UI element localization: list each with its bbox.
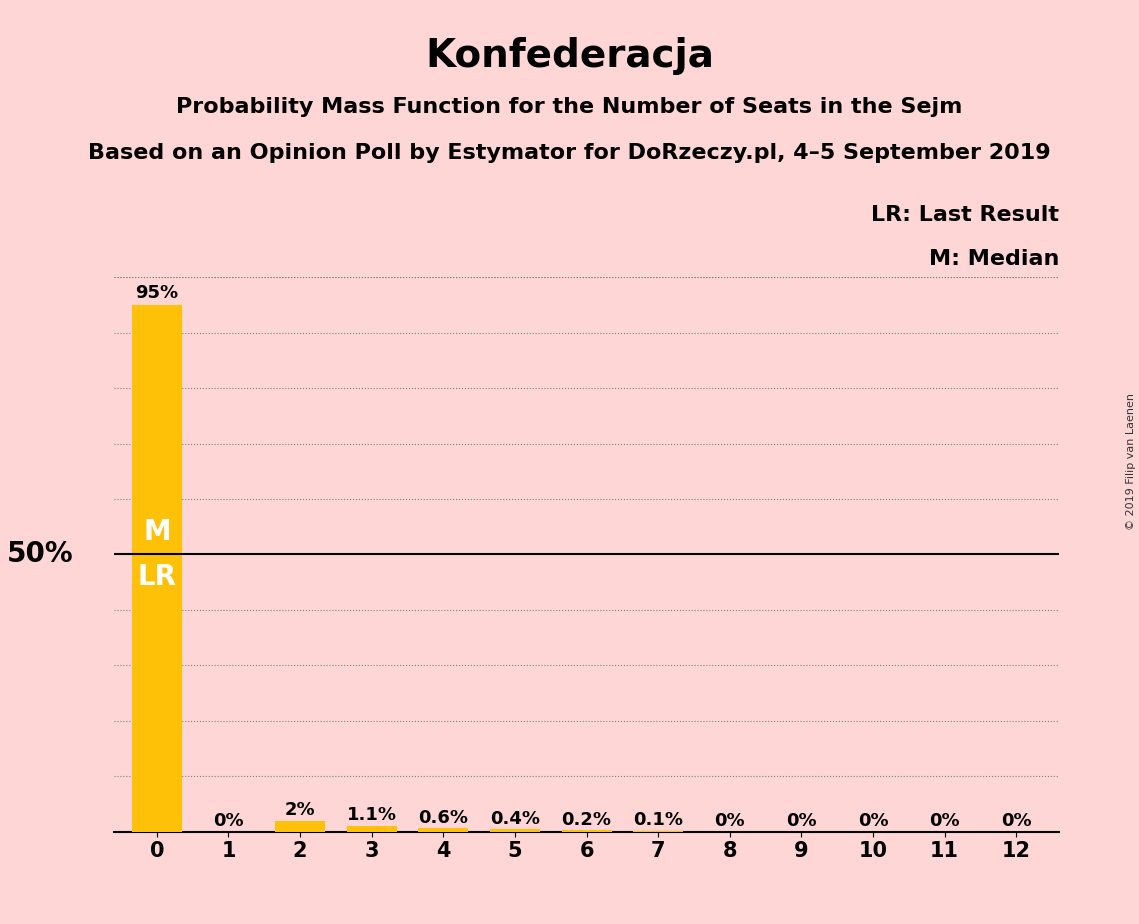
Text: 0%: 0%: [1001, 812, 1032, 830]
Text: 0%: 0%: [858, 812, 888, 830]
Text: 0%: 0%: [929, 812, 960, 830]
Text: Probability Mass Function for the Number of Seats in the Sejm: Probability Mass Function for the Number…: [177, 97, 962, 117]
Text: © 2019 Filip van Laenen: © 2019 Filip van Laenen: [1126, 394, 1136, 530]
Text: 95%: 95%: [136, 285, 179, 302]
Text: 0%: 0%: [714, 812, 745, 830]
Text: 2%: 2%: [285, 801, 316, 819]
Bar: [562, 831, 612, 832]
Text: Based on an Opinion Poll by Estymator for DoRzeczy.pl, 4–5 September 2019: Based on an Opinion Poll by Estymator fo…: [88, 143, 1051, 164]
Text: LR: LR: [138, 563, 177, 590]
Text: Konfederacja: Konfederacja: [425, 37, 714, 75]
Text: 1.1%: 1.1%: [346, 806, 396, 824]
Text: 0%: 0%: [786, 812, 817, 830]
Bar: [418, 828, 468, 832]
Text: 0.6%: 0.6%: [418, 808, 468, 827]
Text: LR: Last Result: LR: Last Result: [871, 205, 1059, 225]
Text: 0.2%: 0.2%: [562, 811, 612, 829]
Text: 50%: 50%: [7, 541, 73, 568]
Text: 0%: 0%: [213, 812, 244, 830]
Bar: [274, 821, 325, 832]
Text: M: Median: M: Median: [929, 249, 1059, 270]
Bar: [490, 830, 540, 832]
Text: 0.1%: 0.1%: [633, 811, 683, 830]
Text: 0.4%: 0.4%: [490, 809, 540, 828]
Bar: [346, 825, 396, 832]
Bar: [132, 305, 182, 832]
Text: M: M: [144, 518, 171, 546]
